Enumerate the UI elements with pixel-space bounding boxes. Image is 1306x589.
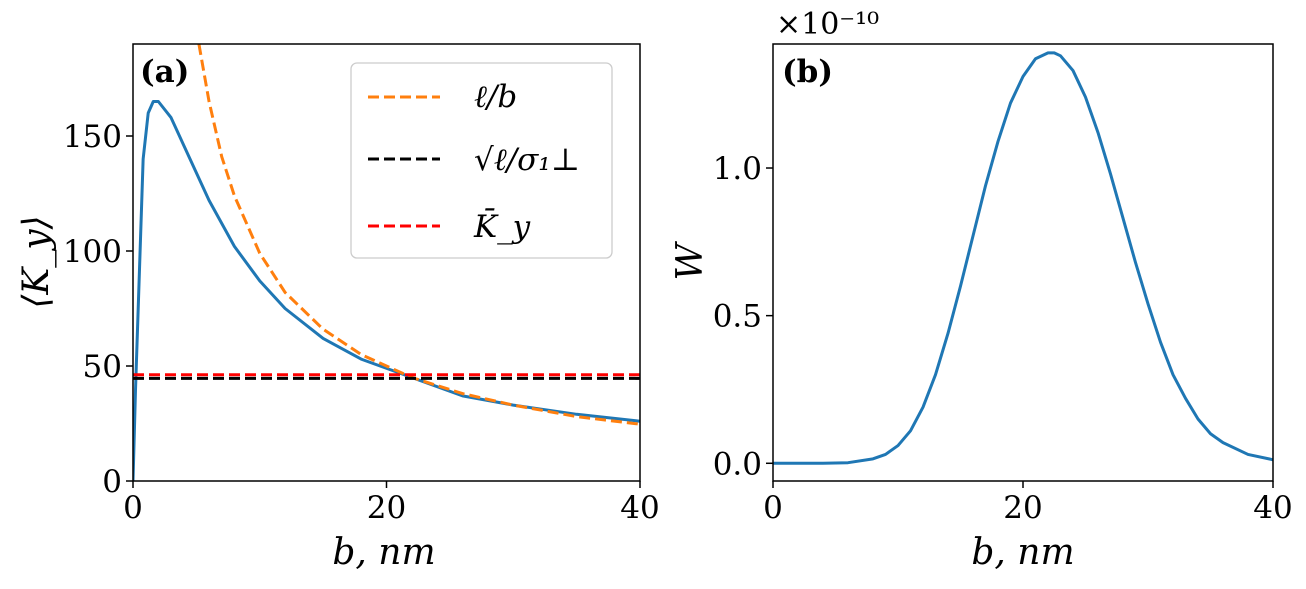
- panel-a-series-0: [133, 100, 640, 481]
- legend-entry-sqrt-l-over-sigma: √ℓ/σ₁⊥: [474, 142, 580, 178]
- legend: ℓ/b √ℓ/σ₁⊥ K̄_y: [350, 62, 613, 259]
- panel-a-ytick-label: 50: [83, 349, 122, 385]
- panel-a-frame: [132, 43, 641, 482]
- panel-b-label: (b): [782, 54, 833, 90]
- panel-b-xtick-label: 0: [763, 490, 783, 526]
- panel-b-ticks: 0 20 40 0.0 0.5 1.0: [713, 151, 1293, 526]
- panel-a-xlabel: b, nm: [332, 532, 435, 573]
- legend-entry-k-bar: K̄_y: [473, 207, 531, 245]
- panel-b-xtick-label: 20: [1003, 490, 1042, 526]
- panel-b-ytick-label: 0.5: [713, 299, 762, 335]
- panel-b-frame: [772, 43, 1274, 482]
- panel-b-ytick-label: 1.0: [713, 151, 762, 187]
- panel-a-series-1: [197, 44, 640, 426]
- panel-a-xtick-label: 20: [367, 490, 406, 526]
- legend-entry-l-over-b: ℓ/b: [474, 79, 517, 115]
- panel-b-xtick-label: 40: [1253, 490, 1292, 526]
- panel-b-scale-note: ×10⁻¹⁰: [776, 7, 879, 42]
- panel-a-label: (a): [140, 54, 189, 90]
- panel-a-xtick-label: 0: [123, 490, 143, 526]
- panel-a-ticks: 0 20 40 0 50 100 150: [63, 119, 660, 526]
- panel-b-plot-area: [773, 51, 1273, 465]
- panel-a-ylabel: ⟨K_y⟩: [16, 215, 57, 308]
- legend-box: [350, 62, 613, 259]
- panel-b-xlabel: b, nm: [971, 532, 1074, 573]
- panel-b-ytick-label: 0.0: [713, 446, 762, 482]
- panel-b-series-0: [773, 51, 1273, 465]
- panel-a-ytick-label: 150: [63, 119, 122, 155]
- panel-b: 0 20 40 0.0 0.5 1.0 (b) ×10⁻¹⁰ b, nm W: [670, 7, 1293, 573]
- panel-a-ytick-label: 0: [102, 464, 122, 500]
- panel-a-plot-area: [133, 44, 640, 481]
- panel-a: 0 20 40 0 50 100 150 (a) ℓ/b √ℓ/σ₁⊥ K̄_y b, nm…: [16, 43, 660, 573]
- panel-b-ylabel: W: [670, 241, 711, 281]
- panel-a-xtick-label: 40: [620, 490, 659, 526]
- panel-a-ytick-label: 100: [63, 234, 122, 270]
